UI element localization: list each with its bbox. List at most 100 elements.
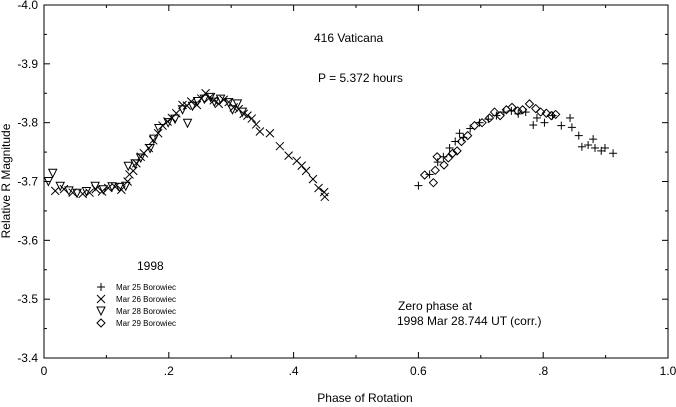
data-point-diamond xyxy=(432,152,442,162)
data-point-plus xyxy=(589,135,598,144)
data-point-cross xyxy=(68,188,78,198)
x-tick-label: .2 xyxy=(164,364,174,378)
series-diamond xyxy=(419,99,561,188)
data-point-diamond xyxy=(448,148,458,158)
data-point-cross xyxy=(314,183,323,193)
data-point-diamond xyxy=(546,110,557,121)
x-tick-label: 0.6 xyxy=(410,364,427,378)
legend-marker-diamond xyxy=(96,318,106,328)
data-point-diamond xyxy=(512,106,523,116)
data-point-triangle-down xyxy=(64,186,74,197)
data-point-diamond xyxy=(495,110,505,121)
data-point-cross xyxy=(308,174,318,184)
data-point-diamond xyxy=(517,105,528,115)
data-point-diamond xyxy=(477,117,487,128)
y-tick-label: -3.4 xyxy=(17,351,38,365)
data-point-plus xyxy=(590,143,599,152)
data-point-cross xyxy=(251,120,261,129)
data-point-triangle-down xyxy=(192,96,203,107)
legend-label: Mar 29 Borowiec xyxy=(116,319,176,328)
data-point-triangle-down xyxy=(81,187,92,197)
x-tick-label: .4 xyxy=(289,364,299,378)
x-tick-label: .8 xyxy=(538,364,548,378)
data-point-triangle-down xyxy=(55,181,66,192)
data-point-triangle-down xyxy=(130,159,140,169)
data-point-diamond xyxy=(428,177,439,188)
data-point-triangle-down xyxy=(177,105,188,115)
data-point-triangle-down xyxy=(199,94,210,105)
data-point-triangle-down xyxy=(120,181,131,192)
data-point-triangle-down xyxy=(163,118,173,128)
data-point-diamond xyxy=(507,102,517,113)
data-point-diamond xyxy=(524,99,535,109)
data-point-plus xyxy=(484,115,493,124)
series-plus xyxy=(414,106,618,190)
data-point-triangle-down xyxy=(237,107,248,118)
period-annotation: P = 5.372 hours xyxy=(318,71,403,85)
data-point-plus xyxy=(567,123,576,132)
data-point-cross xyxy=(320,192,330,202)
data-point-triangle-down xyxy=(182,118,193,129)
data-point-cross xyxy=(123,177,132,186)
data-point-cross xyxy=(247,114,257,123)
data-point-plus xyxy=(529,121,538,130)
legend-marker-triangle-down xyxy=(96,306,106,317)
data-point-triangle-down xyxy=(170,114,180,125)
x-tick-label: 0 xyxy=(41,364,48,378)
data-point-triangle-down xyxy=(123,161,134,172)
y-tick-labels: -4.0 -3.9 -3.8 -3.7 -3.6 -3.5 -3.4 xyxy=(17,0,38,365)
data-point-plus xyxy=(584,141,593,150)
data-point-diamond xyxy=(439,160,449,170)
data-point-triangle-down xyxy=(114,182,125,193)
data-point-diamond xyxy=(443,153,454,163)
year-annotation: 1998 xyxy=(137,259,164,273)
data-point-diamond xyxy=(419,170,430,180)
zero-phase-annotation-line1: Zero phase at xyxy=(398,299,473,313)
data-point-cross xyxy=(301,166,311,176)
data-point-triangle-down xyxy=(187,101,198,112)
data-point-plus xyxy=(557,121,566,130)
data-point-cross xyxy=(265,128,275,138)
data-point-triangle-down xyxy=(43,177,54,187)
data-point-triangle-down xyxy=(149,134,159,145)
data-point-cross xyxy=(297,161,307,170)
data-point-cross xyxy=(275,141,285,151)
x-axis-label: Phase of Rotation xyxy=(317,391,412,405)
data-point-cross xyxy=(243,111,252,120)
data-point-plus xyxy=(455,129,464,138)
x-tick-labels: 0 .2 .4 0.6 .8 1.0 xyxy=(41,364,676,378)
data-point-plus xyxy=(577,142,586,151)
data-point-plus xyxy=(532,113,541,122)
data-point-triangle-down xyxy=(145,144,155,154)
zero-phase-annotation-line2: 1998 Mar 28.744 UT (corr.) xyxy=(397,314,542,328)
data-point-plus xyxy=(425,170,434,179)
legend-label: Mar 25 Borowiec xyxy=(116,283,176,292)
data-point-cross xyxy=(50,186,60,196)
data-point-plus xyxy=(574,131,583,140)
data-point-plus xyxy=(600,143,609,152)
data-point-plus xyxy=(609,149,618,158)
axis-ticks xyxy=(43,4,669,359)
data-series xyxy=(43,88,618,202)
data-point-plus xyxy=(566,113,575,122)
legend: Mar 25 Borowiec Mar 26 Borowiec Mar 28 Bor… xyxy=(96,283,176,328)
data-point-diamond xyxy=(531,103,541,114)
data-point-triangle-down xyxy=(72,188,82,199)
object-name-annotation: 416 Vaticana xyxy=(314,31,383,45)
y-tick-label: -3.5 xyxy=(17,292,38,306)
data-point-plus xyxy=(540,118,549,127)
data-point-triangle-down xyxy=(154,124,164,134)
data-point-triangle-down xyxy=(223,98,234,108)
data-point-plus xyxy=(475,118,484,127)
data-point-diamond xyxy=(541,108,552,118)
data-point-diamond xyxy=(452,146,462,156)
legend-label: Mar 28 Borowiec xyxy=(116,307,176,316)
data-point-diamond xyxy=(462,130,473,141)
data-point-diamond xyxy=(550,109,561,120)
data-point-diamond xyxy=(489,107,500,117)
y-tick-label: -3.7 xyxy=(17,175,38,189)
y-tick-label: -3.6 xyxy=(17,233,38,247)
data-point-cross xyxy=(128,166,138,176)
